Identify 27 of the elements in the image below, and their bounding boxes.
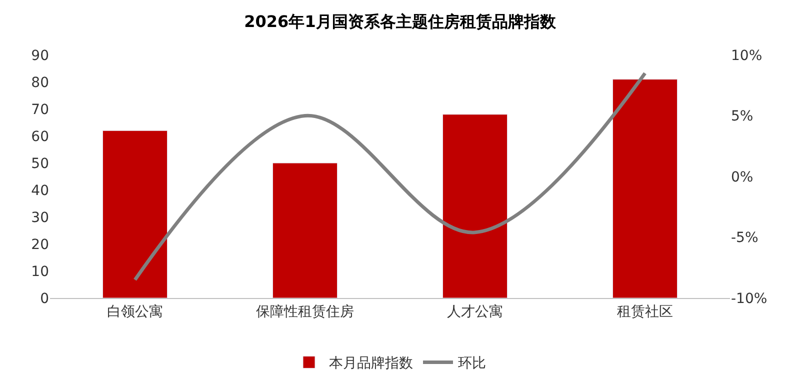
y2-tick-label: -10% — [731, 290, 768, 307]
bar — [442, 114, 508, 298]
y-tick-label: 80 — [31, 74, 49, 91]
y-tick-label: 20 — [31, 236, 49, 253]
line-series — [133, 71, 647, 282]
y-tick-label: 90 — [31, 48, 49, 64]
y2-tick-label: 5% — [731, 108, 754, 125]
legend-label: 本月品牌指数 — [329, 356, 413, 372]
y2-tick-label: 10% — [731, 48, 762, 64]
y-tick-label: 30 — [31, 210, 49, 226]
bar — [102, 130, 168, 298]
x-tick-label: 租赁社区 — [617, 304, 673, 320]
chart-title: 2026年1月国资系各主题住房租赁品牌指数 — [244, 12, 557, 31]
bar — [612, 79, 678, 298]
y-tick-label: 70 — [31, 102, 49, 118]
y-tick-label: 60 — [31, 128, 49, 145]
y2-tick-label: 0% — [731, 169, 754, 186]
y-tick-label: 0 — [40, 290, 49, 307]
x-tick-label: 保障性租赁住房 — [256, 304, 354, 320]
y-tick-label: 10 — [31, 264, 49, 280]
legend-label: 环比 — [458, 356, 486, 372]
y-tick-label: 50 — [31, 156, 49, 172]
x-tick-label: 白领公寓 — [107, 304, 163, 320]
y-tick-label: 40 — [31, 182, 49, 199]
y2-tick-label: -5% — [731, 230, 758, 246]
bar — [272, 162, 338, 298]
x-tick-label: 人才公寓 — [447, 304, 503, 320]
